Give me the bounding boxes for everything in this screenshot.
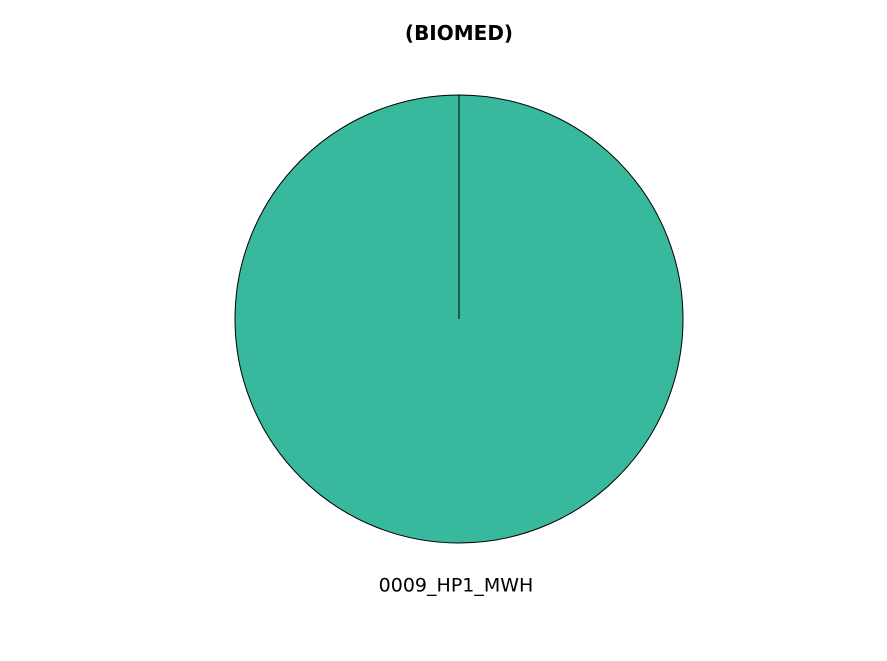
chart-title: (BIOMED) (405, 21, 513, 45)
pie-slices (234, 94, 684, 544)
pie-labels: 0009_HP1_MWH (379, 574, 534, 596)
pie-slice-label: 0009_HP1_MWH (379, 574, 534, 596)
